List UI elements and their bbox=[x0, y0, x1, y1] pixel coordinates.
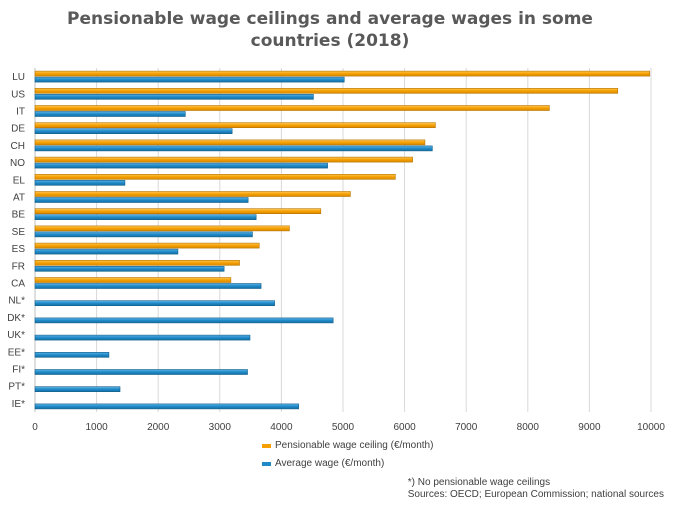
y-tick-label: IE* bbox=[12, 399, 25, 410]
x-tick-label: 2000 bbox=[147, 422, 170, 433]
x-tick-label: 1000 bbox=[85, 422, 108, 433]
y-tick-label: US bbox=[11, 89, 25, 100]
bar-pension-ceiling bbox=[34, 139, 426, 146]
y-tick-label: NL* bbox=[8, 296, 25, 307]
x-tick-label: 5000 bbox=[332, 422, 355, 433]
y-tick-label: FI* bbox=[12, 365, 25, 376]
bar-average-wage bbox=[34, 248, 179, 255]
y-tick-label: PT* bbox=[8, 382, 25, 393]
bar-pension-ceiling bbox=[34, 191, 351, 197]
bar-average-wage bbox=[34, 180, 126, 186]
y-tick-label: IT bbox=[16, 107, 25, 118]
bar-average-wage bbox=[34, 351, 110, 358]
chart-title-line-2: countries (2018) bbox=[250, 31, 410, 51]
bar-average-wage bbox=[34, 76, 345, 83]
bar-pension-ceiling bbox=[34, 70, 651, 77]
bar-pension-ceiling bbox=[34, 259, 240, 266]
y-tick-label: FR bbox=[12, 261, 25, 272]
x-tick-label: 7000 bbox=[455, 422, 478, 433]
bar-pension-ceiling bbox=[34, 156, 413, 163]
bar-average-wage bbox=[34, 403, 299, 410]
bar-pension-ceiling bbox=[34, 88, 619, 94]
x-tick-label: 9000 bbox=[578, 422, 601, 433]
legend-label-ceiling: Pensionable wage ceiling (€/month) bbox=[275, 440, 434, 451]
bar-average-wage bbox=[34, 369, 248, 375]
bar-average-wage bbox=[34, 231, 253, 238]
sources-note: Sources: OECD; European Commission; nati… bbox=[407, 489, 664, 500]
bar-average-wage bbox=[34, 111, 186, 117]
bar-pension-ceiling bbox=[34, 105, 550, 111]
y-tick-label: NO bbox=[10, 158, 25, 169]
x-tick-label: 8000 bbox=[517, 422, 540, 433]
y-tick-label: EL bbox=[13, 175, 26, 186]
x-tick-label: 6000 bbox=[393, 422, 416, 433]
chart-notes: *) No pensionable wage ceilings Sources:… bbox=[408, 477, 664, 501]
bar-pension-ceiling bbox=[34, 225, 290, 232]
bar-average-wage bbox=[34, 162, 328, 169]
bar-pension-ceiling bbox=[34, 277, 232, 283]
bar-average-wage bbox=[34, 317, 334, 324]
x-tick-label: 4000 bbox=[270, 422, 293, 433]
y-tick-label: LU bbox=[12, 72, 25, 83]
legend-item-ceiling: Pensionable wage ceiling (€/month) bbox=[262, 440, 433, 451]
x-tick-label: 10000 bbox=[637, 422, 665, 433]
bar-average-wage bbox=[34, 283, 262, 289]
bar-pension-ceiling bbox=[34, 122, 436, 128]
bar-average-wage bbox=[34, 94, 314, 100]
y-tick-label: CH bbox=[11, 141, 25, 152]
y-tick-label: EE* bbox=[8, 347, 25, 358]
y-tick-label: DK* bbox=[7, 313, 25, 324]
bar-average-wage bbox=[34, 197, 249, 203]
bar-pension-ceiling bbox=[34, 242, 260, 249]
y-tick-label: DE bbox=[11, 124, 25, 135]
legend-item-average: Average wage (€/month) bbox=[262, 458, 384, 469]
footnote: *) No pensionable wage ceilings bbox=[407, 477, 551, 488]
legend-swatch-average bbox=[262, 461, 271, 466]
bar-pension-ceiling bbox=[34, 208, 322, 214]
y-tick-label: UK* bbox=[7, 330, 25, 341]
bar-average-wage bbox=[34, 214, 257, 220]
bar-average-wage bbox=[34, 334, 251, 341]
legend-label-average: Average wage (€/month) bbox=[275, 458, 385, 469]
y-tick-label: CA bbox=[11, 279, 25, 290]
chart-title-line-1: Pensionable wage ceilings and average wa… bbox=[67, 9, 593, 29]
legend-swatch-ceiling bbox=[262, 443, 271, 448]
y-tick-label: ES bbox=[12, 244, 26, 255]
x-tick-label: 0 bbox=[32, 422, 38, 433]
bar-average-wage bbox=[34, 386, 121, 393]
x-tick-label: 3000 bbox=[209, 422, 232, 433]
bar-average-wage bbox=[34, 300, 275, 307]
bar-average-wage bbox=[34, 145, 433, 152]
chart-title: Pensionable wage ceilings and average wa… bbox=[0, 8, 660, 52]
bar-pension-ceiling bbox=[34, 174, 396, 180]
y-tick-label: BE bbox=[12, 210, 26, 221]
bar-average-wage bbox=[34, 128, 233, 134]
y-tick-label: AT bbox=[13, 193, 25, 204]
y-tick-label: SE bbox=[12, 227, 26, 238]
bar-average-wage bbox=[34, 265, 225, 272]
